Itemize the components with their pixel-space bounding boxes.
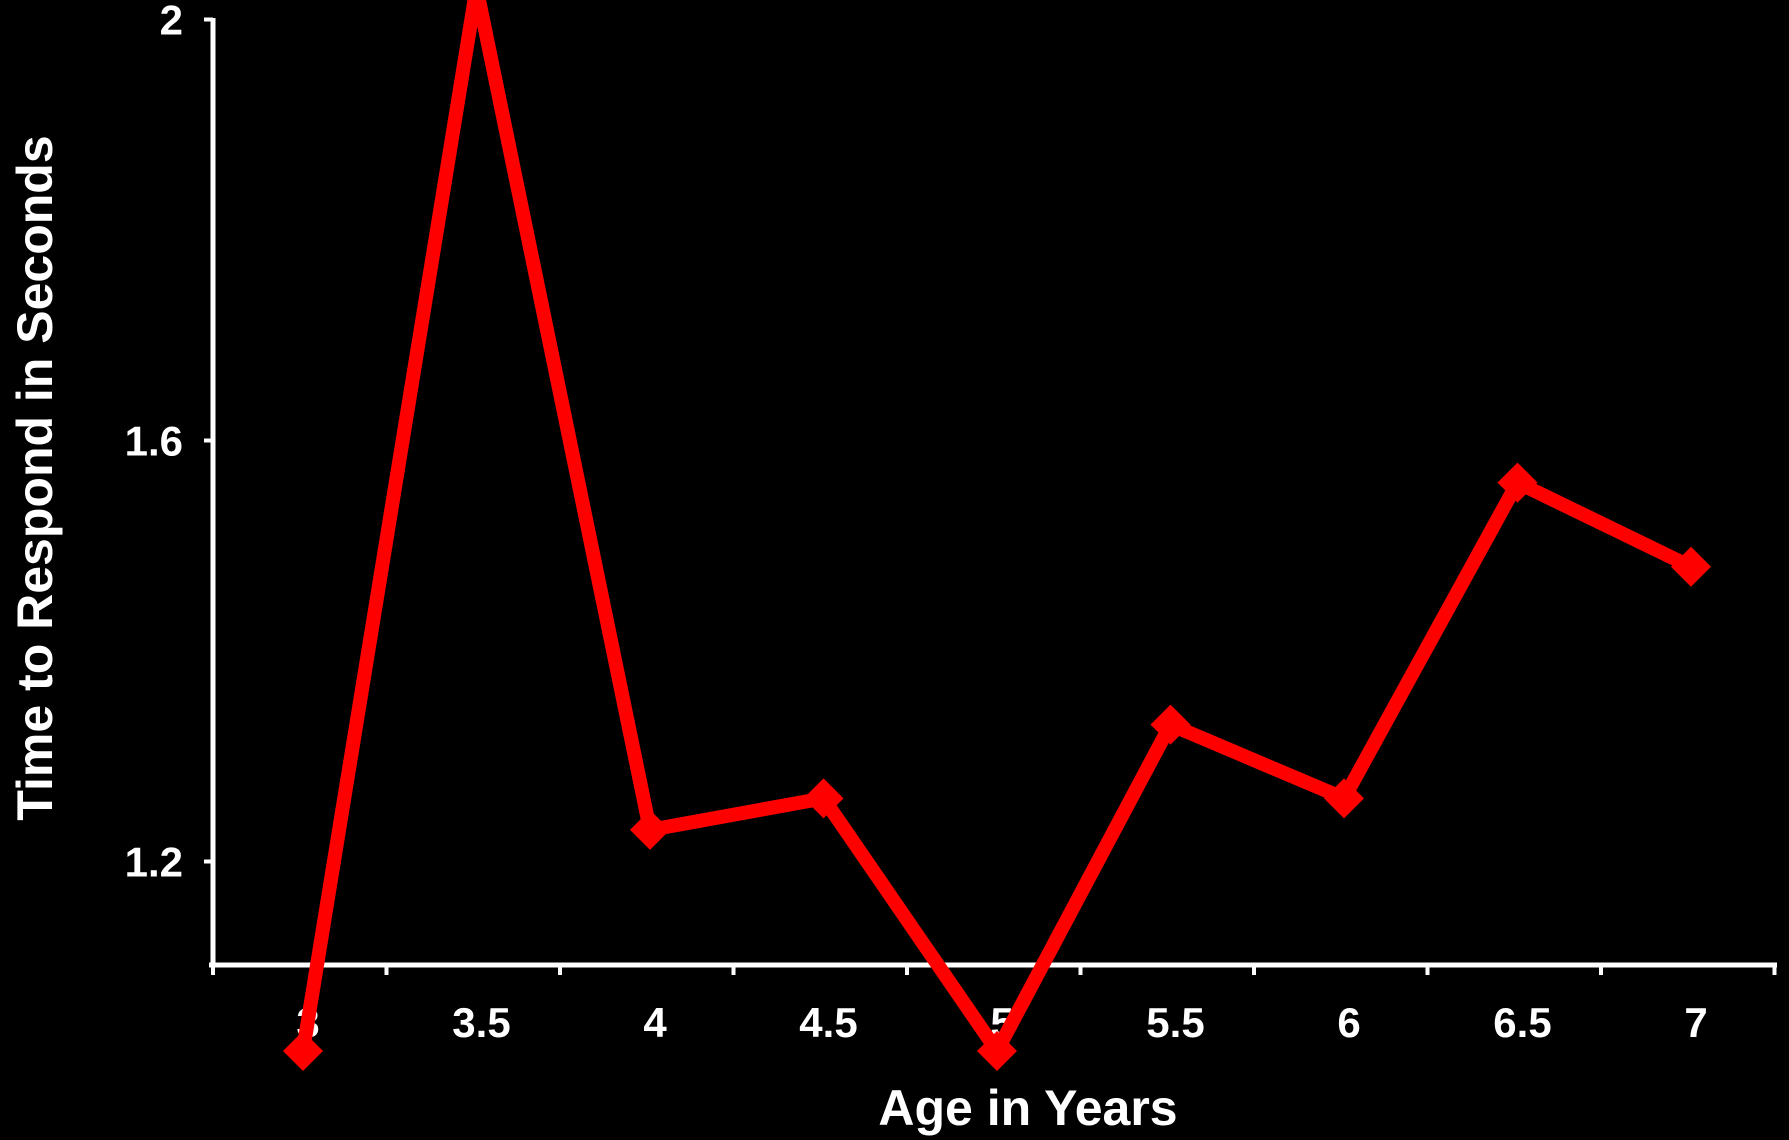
data-point xyxy=(1497,462,1538,503)
y-axis: 1.21.622.42.8 xyxy=(125,0,216,965)
data-point xyxy=(468,0,485,8)
x-axis-title: Age in Years xyxy=(878,1080,1177,1136)
data-point xyxy=(1324,778,1364,819)
x-tick-label: 6 xyxy=(1337,999,1360,1046)
x-tick-label: 7 xyxy=(1684,999,1707,1046)
data-point xyxy=(630,809,670,850)
y-tick-label: 1.6 xyxy=(125,418,183,465)
x-axis: 3 3.5 4 4.5 5 5.5 6 6.5 7 xyxy=(209,962,1777,1046)
series-line xyxy=(296,0,1698,1058)
x-tick-label: 6.5 xyxy=(1493,999,1551,1046)
data-point xyxy=(1671,546,1711,587)
data-point xyxy=(977,1030,1017,1071)
y-axis-title: Time to Respond in Seconds xyxy=(7,135,63,820)
data-point xyxy=(283,1030,323,1071)
y-tick-label: 2 xyxy=(160,0,183,44)
x-tick-label: 5.5 xyxy=(1146,999,1204,1046)
series-layer xyxy=(283,0,1711,1071)
data-point xyxy=(803,778,844,819)
x-tick-label: 4.5 xyxy=(799,999,857,1046)
y-tick-label: 1.2 xyxy=(125,839,183,886)
x-tick-label: 4 xyxy=(643,999,667,1046)
x-tick-label: 3.5 xyxy=(452,999,510,1046)
data-point xyxy=(1150,704,1191,745)
